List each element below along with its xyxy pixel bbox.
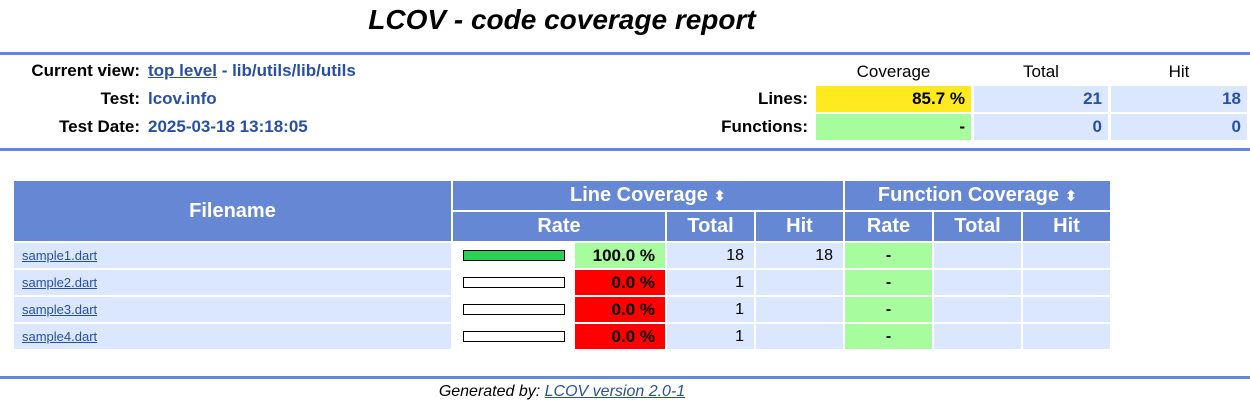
functions-total: 0 [974, 114, 1108, 140]
functions-hit: 0 [1111, 114, 1247, 140]
line-hit-header: Hit [756, 212, 843, 241]
function-rate-cell: - [845, 297, 932, 322]
sort-icon[interactable]: ⬍ [713, 188, 726, 205]
table-row: sample3.dart 0.0 % 1 - [14, 297, 1110, 322]
line-hit-cell [756, 324, 843, 349]
function-coverage-header[interactable]: Function Coverage ⬍ [845, 181, 1110, 210]
lines-hit: 18 [1111, 86, 1247, 112]
page-title: LCOV - code coverage report [368, 4, 756, 35]
line-total-header: Total [667, 212, 754, 241]
line-rate-cell: 0.0 % [575, 324, 665, 349]
file-link[interactable]: sample1.dart [22, 248, 98, 263]
line-rate-cell: 100.0 % [575, 243, 665, 268]
bottom-divider [0, 376, 1250, 379]
function-hit-header: Hit [1023, 212, 1110, 241]
line-total-cell: 1 [667, 270, 754, 295]
coverage-bar-cell [453, 243, 573, 268]
middle-divider [0, 148, 1250, 151]
coverage-bar [463, 331, 565, 342]
file-link[interactable]: sample3.dart [22, 302, 98, 317]
function-rate-cell: - [845, 324, 932, 349]
current-view-path: - lib/utils/lib/utils [216, 61, 356, 80]
file-link[interactable]: sample2.dart [22, 275, 98, 290]
function-total-cell [934, 297, 1021, 322]
test-date-label: Test Date: [59, 117, 140, 136]
line-hit-cell [756, 270, 843, 295]
test-label: Test: [100, 89, 140, 108]
function-hit-cell [1023, 297, 1110, 322]
function-total-cell [934, 324, 1021, 349]
file-link[interactable]: sample4.dart [22, 329, 98, 344]
filename-cell: sample1.dart [14, 243, 451, 268]
summary-hit-header: Hit [1168, 62, 1190, 81]
filename-header[interactable]: Filename [14, 181, 451, 241]
function-hit-cell [1023, 324, 1110, 349]
line-coverage-header[interactable]: Line Coverage ⬍ [453, 181, 843, 210]
current-view: top level - lib/utils/lib/utils [148, 57, 356, 85]
coverage-bar-cell [453, 297, 573, 322]
table-row: sample1.dart 100.0 % 18 18- [14, 243, 1110, 268]
coverage-bar-cell [453, 324, 573, 349]
line-hit-cell [756, 297, 843, 322]
top-divider [0, 52, 1250, 55]
function-rate-cell: - [845, 243, 932, 268]
line-total-cell: 1 [667, 297, 754, 322]
lines-label: Lines: [757, 89, 808, 108]
line-total-cell: 18 [667, 243, 754, 268]
coverage-bar [463, 277, 565, 288]
lines-coverage: 85.7 % [816, 86, 971, 112]
lines-total: 21 [974, 86, 1108, 112]
line-rate-cell: 0.0 % [575, 297, 665, 322]
line-coverage-label: Line Coverage [570, 184, 708, 206]
line-hit-cell: 18 [756, 243, 843, 268]
filename-cell: sample2.dart [14, 270, 451, 295]
filename-cell: sample3.dart [14, 297, 451, 322]
filename-cell: sample4.dart [14, 324, 451, 349]
line-rate-header: Rate [453, 212, 665, 241]
function-hit-cell [1023, 270, 1110, 295]
current-view-label: Current view: [31, 61, 140, 80]
coverage-bar [463, 304, 565, 315]
line-total-cell: 1 [667, 324, 754, 349]
test-value: lcov.info [148, 89, 217, 108]
top-level-link[interactable]: top level [148, 61, 217, 80]
function-total-header: Total [934, 212, 1021, 241]
function-total-cell [934, 243, 1021, 268]
test-date-value: 2025-03-18 13:18:05 [148, 117, 308, 136]
coverage-bar-fill [464, 251, 564, 260]
coverage-bar [463, 250, 565, 261]
summary-total-header: Total [1023, 62, 1059, 81]
line-rate-cell: 0.0 % [575, 270, 665, 295]
functions-label: Functions: [721, 117, 808, 136]
function-total-cell [934, 270, 1021, 295]
sort-icon[interactable]: ⬍ [1064, 188, 1078, 205]
coverage-bar-cell [453, 270, 573, 295]
lcov-version-link[interactable]: LCOV version 2.0-1 [544, 383, 686, 400]
table-row: sample2.dart 0.0 % 1 - [14, 270, 1110, 295]
file-coverage-table: Filename Line Coverage ⬍ Function Covera… [12, 179, 1112, 351]
function-hit-cell [1023, 243, 1110, 268]
generated-by-label: Generated by: [438, 383, 545, 400]
functions-coverage: - [816, 114, 971, 140]
summary-coverage-header: Coverage [856, 62, 931, 81]
table-row: sample4.dart 0.0 % 1 - [14, 324, 1110, 349]
footer: Generated by: LCOV version 2.0-1 [0, 383, 1124, 401]
function-rate-header: Rate [845, 212, 932, 241]
function-coverage-label: Function Coverage [877, 184, 1059, 206]
function-rate-cell: - [845, 270, 932, 295]
